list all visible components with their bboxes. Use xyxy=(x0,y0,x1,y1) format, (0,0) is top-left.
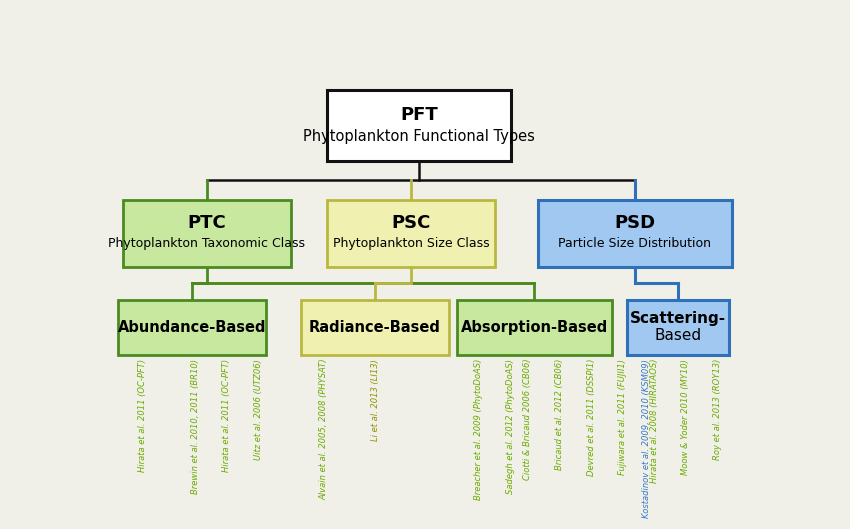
Text: Radiance-Based: Radiance-Based xyxy=(309,320,440,335)
FancyBboxPatch shape xyxy=(122,200,291,267)
Text: Based: Based xyxy=(654,328,701,343)
Text: Ciotti & Bricaud 2006 (CB06): Ciotti & Bricaud 2006 (CB06) xyxy=(524,359,532,480)
Text: Alvain et al. 2005, 2008 (PHYSAT): Alvain et al. 2005, 2008 (PHYSAT) xyxy=(319,359,328,500)
Text: Uitz et al. 2006 (UTZ06): Uitz et al. 2006 (UTZ06) xyxy=(254,359,263,460)
Text: PTC: PTC xyxy=(187,214,226,232)
FancyBboxPatch shape xyxy=(456,300,611,355)
Text: Breacher et al. 2009 (PhytoDoAS): Breacher et al. 2009 (PhytoDoAS) xyxy=(474,359,483,500)
Text: Hirata et al. 2011 (OC-PFT): Hirata et al. 2011 (OC-PFT) xyxy=(223,359,231,472)
Text: Fujiwara et al. 2011 (FUJII1): Fujiwara et al. 2011 (FUJII1) xyxy=(618,359,627,475)
Text: PSC: PSC xyxy=(391,214,431,232)
Text: Bricaud et al. 2012 (CB06): Bricaud et al. 2012 (CB06) xyxy=(555,359,564,470)
Text: Kostadinov et al. 2009, 2010 (KSM09): Kostadinov et al. 2009, 2010 (KSM09) xyxy=(642,359,651,518)
Text: Phytoplankton Functional Types: Phytoplankton Functional Types xyxy=(303,129,536,144)
Text: Hirata et al. 2011 (OC-PFT): Hirata et al. 2011 (OC-PFT) xyxy=(138,359,147,472)
FancyBboxPatch shape xyxy=(327,90,512,161)
Text: Hirata et al. 2008 (HIRATAOS): Hirata et al. 2008 (HIRATAOS) xyxy=(650,359,659,484)
Text: Devred et al. 2011 (DSSPI1): Devred et al. 2011 (DSSPI1) xyxy=(586,359,596,476)
FancyBboxPatch shape xyxy=(538,200,732,267)
Text: Brewin et al. 2010, 2011 (BR10): Brewin et al. 2010, 2011 (BR10) xyxy=(190,359,200,494)
FancyBboxPatch shape xyxy=(327,200,495,267)
FancyBboxPatch shape xyxy=(301,300,449,355)
Text: PSD: PSD xyxy=(615,214,655,232)
Text: Sadegh et al. 2012 (PhytoDoAS): Sadegh et al. 2012 (PhytoDoAS) xyxy=(506,359,514,494)
Text: Abundance-Based: Abundance-Based xyxy=(118,320,266,335)
Text: Particle Size Distribution: Particle Size Distribution xyxy=(558,237,711,250)
Text: Moow & Yoder 2010 (MY10): Moow & Yoder 2010 (MY10) xyxy=(682,359,690,475)
Text: PFT: PFT xyxy=(400,106,438,124)
Text: Phytoplankton Taxonomic Class: Phytoplankton Taxonomic Class xyxy=(108,237,305,250)
Text: Roy et al. 2013 (ROY13): Roy et al. 2013 (ROY13) xyxy=(713,359,722,460)
Text: Li et al. 2013 (LI13): Li et al. 2013 (LI13) xyxy=(371,359,379,441)
Text: Scattering-: Scattering- xyxy=(630,312,726,326)
Text: Absorption-Based: Absorption-Based xyxy=(461,320,608,335)
FancyBboxPatch shape xyxy=(118,300,266,355)
FancyBboxPatch shape xyxy=(626,300,728,355)
Text: Phytoplankton Size Class: Phytoplankton Size Class xyxy=(332,237,490,250)
